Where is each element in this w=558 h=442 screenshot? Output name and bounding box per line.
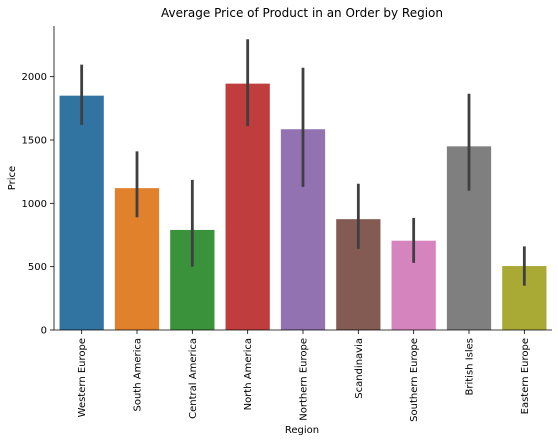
chart-title: Average Price of Product in an Order by … (161, 6, 443, 20)
x-tick-label: Central America (188, 338, 199, 419)
x-axis-label: Region (285, 425, 319, 436)
x-tick-label: Scandinavia (354, 338, 365, 399)
bar-western-europe (59, 95, 104, 331)
x-tick-label: Southern Europe (409, 338, 420, 422)
x-tick-label: South America (133, 338, 144, 412)
x-tick-label: Western Europe (77, 338, 88, 417)
y-tick-label: 0 (41, 326, 47, 337)
x-tick-label: North America (243, 338, 254, 410)
y-tick-label: 1500 (22, 136, 47, 147)
y-tick-label: 2000 (22, 72, 47, 83)
y-axis-label: Price (7, 166, 18, 190)
y-tick-label: 1000 (22, 199, 47, 210)
x-tick-label: Northern Europe (299, 338, 310, 421)
y-tick-label: 500 (28, 262, 47, 273)
x-tick-label: British Isles (465, 338, 476, 395)
x-tick-label: Eastern Europe (520, 338, 531, 414)
